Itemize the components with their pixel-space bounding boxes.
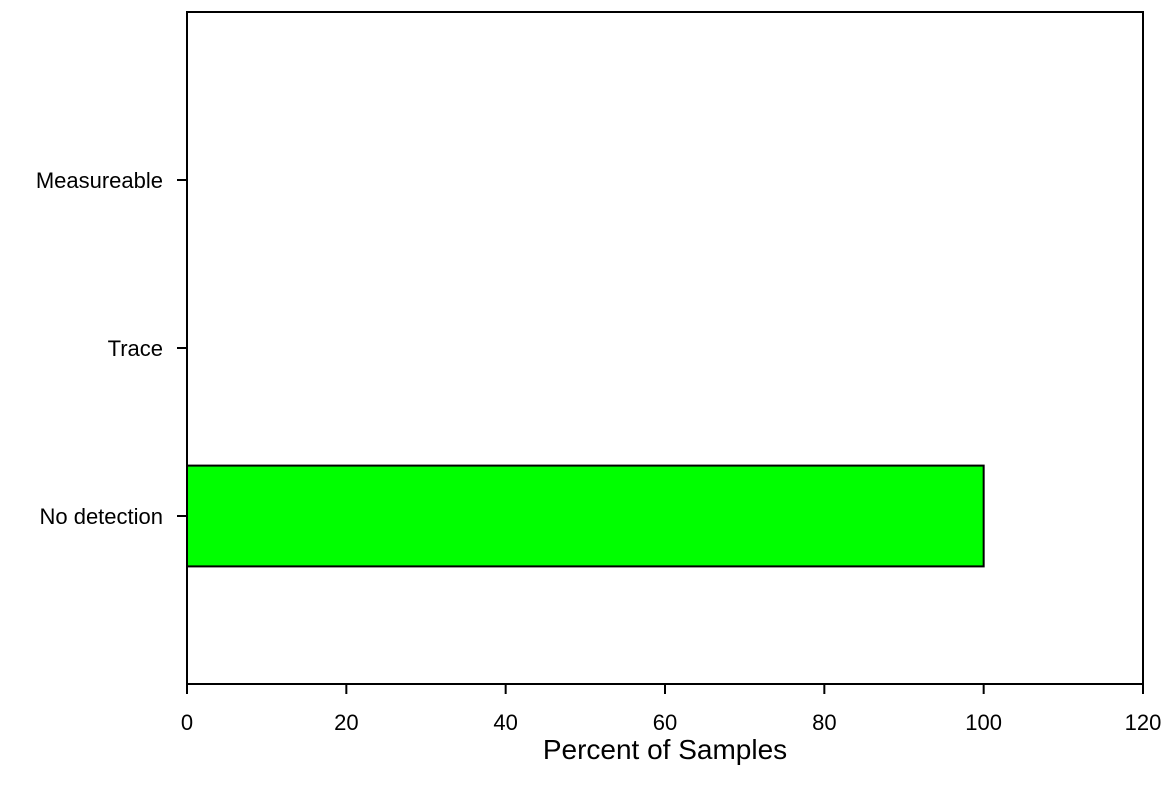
x-tick-label: 20 (334, 710, 358, 735)
y-tick-label: Measureable (36, 168, 163, 193)
y-tick-label: No detection (39, 504, 163, 529)
x-tick-label: 40 (493, 710, 517, 735)
x-tick-label: 60 (653, 710, 677, 735)
x-tick-label: 100 (965, 710, 1002, 735)
x-tick-label: 80 (812, 710, 836, 735)
x-tick-label: 120 (1125, 710, 1162, 735)
x-axis: 0 20 40 60 80 100 120 (181, 684, 1161, 735)
bars-layer (186, 464, 985, 568)
x-tick-label: 0 (181, 710, 193, 735)
plot-area-frame (186, 11, 1144, 685)
bar-no-detection (186, 464, 985, 568)
y-tick-label: Trace (108, 336, 163, 361)
y-axis: No detection Trace Measureable (36, 168, 187, 529)
x-axis-title: Percent of Samples (543, 734, 787, 765)
